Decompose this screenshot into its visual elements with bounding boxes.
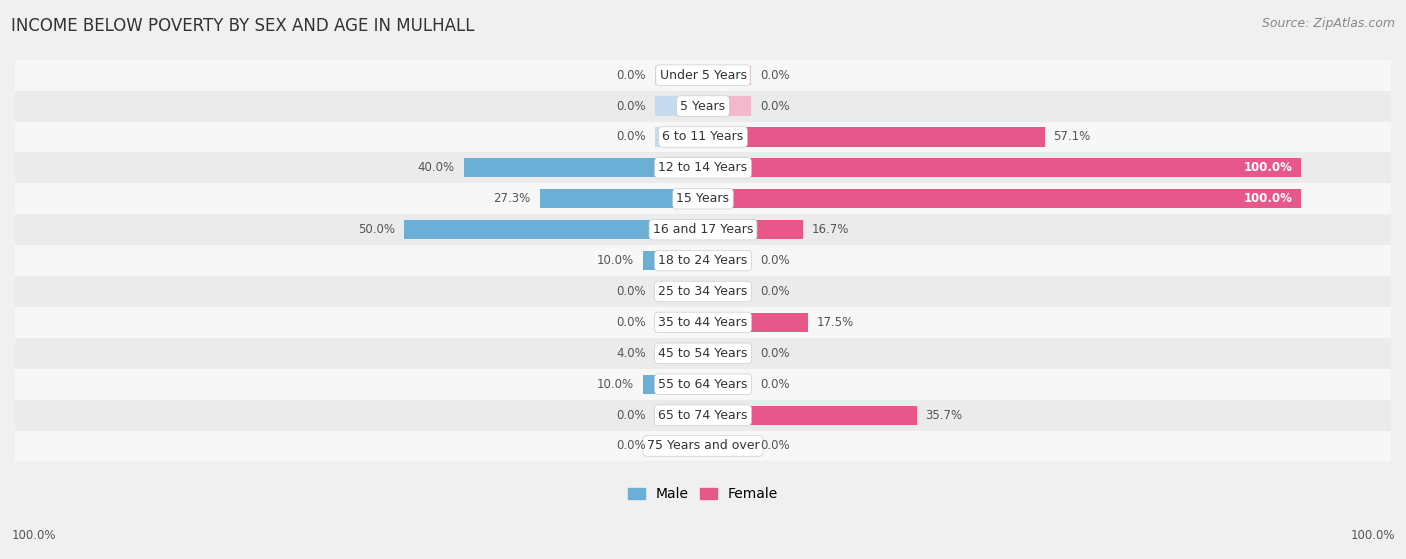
Bar bbox=[703, 189, 1302, 209]
Text: 0.0%: 0.0% bbox=[617, 130, 647, 144]
Text: 0.0%: 0.0% bbox=[759, 439, 789, 452]
Text: 40.0%: 40.0% bbox=[418, 162, 454, 174]
Text: 0.0%: 0.0% bbox=[617, 316, 647, 329]
Bar bbox=[703, 220, 803, 239]
Text: 0.0%: 0.0% bbox=[759, 100, 789, 112]
Text: 18 to 24 Years: 18 to 24 Years bbox=[658, 254, 748, 267]
Text: 16.7%: 16.7% bbox=[811, 223, 849, 236]
Text: 45 to 54 Years: 45 to 54 Years bbox=[658, 347, 748, 360]
Text: 0.0%: 0.0% bbox=[617, 285, 647, 298]
Bar bbox=[655, 437, 703, 456]
Bar bbox=[15, 276, 1391, 307]
Text: 0.0%: 0.0% bbox=[759, 285, 789, 298]
Text: 0.0%: 0.0% bbox=[617, 409, 647, 421]
Bar bbox=[15, 153, 1391, 183]
Bar bbox=[703, 313, 807, 332]
Bar bbox=[703, 127, 1045, 146]
Bar bbox=[15, 60, 1391, 91]
Bar bbox=[15, 307, 1391, 338]
Bar bbox=[703, 375, 751, 394]
Bar bbox=[655, 313, 703, 332]
Bar bbox=[15, 245, 1391, 276]
Text: 12 to 14 Years: 12 to 14 Years bbox=[658, 162, 748, 174]
Bar bbox=[703, 220, 803, 239]
Bar bbox=[703, 158, 1302, 177]
Text: 35.7%: 35.7% bbox=[925, 409, 963, 421]
Bar bbox=[15, 214, 1391, 245]
Text: 65 to 74 Years: 65 to 74 Years bbox=[658, 409, 748, 421]
Text: 16 and 17 Years: 16 and 17 Years bbox=[652, 223, 754, 236]
Bar bbox=[540, 189, 703, 209]
Bar bbox=[643, 375, 703, 394]
Text: 0.0%: 0.0% bbox=[759, 347, 789, 360]
Text: 17.5%: 17.5% bbox=[817, 316, 853, 329]
Bar bbox=[703, 127, 1045, 146]
Bar bbox=[703, 405, 917, 425]
Bar bbox=[15, 183, 1391, 214]
Bar bbox=[15, 91, 1391, 121]
Bar bbox=[655, 65, 703, 85]
Bar bbox=[703, 158, 1302, 177]
Text: 0.0%: 0.0% bbox=[617, 100, 647, 112]
Text: 100.0%: 100.0% bbox=[1243, 162, 1292, 174]
Bar bbox=[703, 405, 917, 425]
Text: 55 to 64 Years: 55 to 64 Years bbox=[658, 378, 748, 391]
Bar bbox=[703, 282, 751, 301]
Text: 57.1%: 57.1% bbox=[1053, 130, 1091, 144]
Text: 50.0%: 50.0% bbox=[359, 223, 395, 236]
Bar bbox=[655, 344, 703, 363]
Bar bbox=[703, 313, 807, 332]
Bar bbox=[15, 338, 1391, 369]
Bar bbox=[703, 251, 751, 270]
Bar bbox=[464, 158, 703, 177]
Text: 25 to 34 Years: 25 to 34 Years bbox=[658, 285, 748, 298]
Text: 100.0%: 100.0% bbox=[1350, 529, 1395, 542]
Bar bbox=[655, 127, 703, 146]
Bar bbox=[643, 251, 703, 270]
Text: Under 5 Years: Under 5 Years bbox=[659, 69, 747, 82]
Bar bbox=[703, 65, 751, 85]
Text: INCOME BELOW POVERTY BY SEX AND AGE IN MULHALL: INCOME BELOW POVERTY BY SEX AND AGE IN M… bbox=[11, 17, 475, 35]
Text: 10.0%: 10.0% bbox=[598, 254, 634, 267]
Text: 5 Years: 5 Years bbox=[681, 100, 725, 112]
Text: 27.3%: 27.3% bbox=[494, 192, 530, 205]
Bar bbox=[655, 405, 703, 425]
Text: 75 Years and over: 75 Years and over bbox=[647, 439, 759, 452]
Bar bbox=[540, 189, 703, 209]
Bar bbox=[703, 189, 1302, 209]
Bar bbox=[643, 375, 703, 394]
Bar bbox=[15, 369, 1391, 400]
Bar bbox=[643, 251, 703, 270]
Text: 35 to 44 Years: 35 to 44 Years bbox=[658, 316, 748, 329]
Bar bbox=[655, 97, 703, 116]
Bar bbox=[703, 437, 751, 456]
Text: 0.0%: 0.0% bbox=[759, 378, 789, 391]
Bar bbox=[404, 220, 703, 239]
Text: 15 Years: 15 Years bbox=[676, 192, 730, 205]
Text: 0.0%: 0.0% bbox=[759, 69, 789, 82]
Text: 4.0%: 4.0% bbox=[616, 347, 647, 360]
Legend: Male, Female: Male, Female bbox=[623, 482, 783, 506]
Bar bbox=[15, 400, 1391, 430]
Bar bbox=[703, 344, 751, 363]
Text: Source: ZipAtlas.com: Source: ZipAtlas.com bbox=[1261, 17, 1395, 30]
Text: 10.0%: 10.0% bbox=[598, 378, 634, 391]
Text: 100.0%: 100.0% bbox=[11, 529, 56, 542]
Text: 100.0%: 100.0% bbox=[1243, 192, 1292, 205]
Bar bbox=[655, 282, 703, 301]
Text: 0.0%: 0.0% bbox=[617, 439, 647, 452]
Bar bbox=[404, 220, 703, 239]
Text: 0.0%: 0.0% bbox=[617, 69, 647, 82]
Bar bbox=[15, 430, 1391, 461]
Text: 0.0%: 0.0% bbox=[759, 254, 789, 267]
Bar bbox=[679, 344, 703, 363]
Bar bbox=[464, 158, 703, 177]
Text: 6 to 11 Years: 6 to 11 Years bbox=[662, 130, 744, 144]
Bar bbox=[703, 97, 751, 116]
Bar bbox=[15, 121, 1391, 153]
